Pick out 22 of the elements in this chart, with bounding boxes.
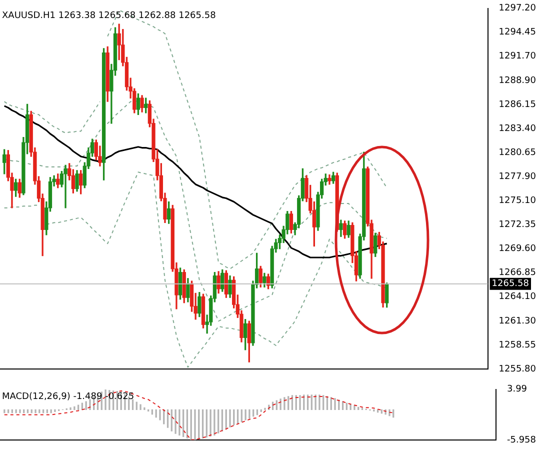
- y-tick-label: 1275.10: [498, 196, 536, 206]
- y-tick-label: 1277.90: [498, 172, 536, 182]
- y-tick-label: 3.99: [506, 384, 528, 395]
- y-tick-label: 1286.15: [498, 100, 536, 110]
- y-tick-label: 1297.20: [498, 4, 536, 14]
- y-tick-label: 1294.45: [498, 28, 536, 38]
- y-tick-label: 1261.30: [498, 316, 536, 326]
- y-tick-label: 1269.60: [498, 244, 536, 254]
- y-tick-label: 1280.65: [498, 148, 536, 158]
- y-tick-label: -5.958: [506, 435, 536, 446]
- y-tick-label: 1258.55: [498, 340, 536, 350]
- y-tick-label: 1264.10: [498, 292, 536, 302]
- chart-title: XAUUSD.H1 1263.38 1265.68 1262.88 1265.58: [2, 11, 216, 22]
- y-tick-label: 1283.40: [498, 124, 536, 134]
- y-tick-label: 1272.35: [498, 220, 536, 230]
- y-tick-label: 1291.70: [498, 52, 536, 62]
- chart-title: MACD(12,26,9) -1.489 -0.625: [2, 392, 134, 402]
- y-tick-label: 1266.85: [498, 268, 536, 278]
- y-tick-label: 1288.90: [498, 76, 536, 86]
- ref-line-label: 1265.58: [492, 279, 530, 290]
- y-tick-label: 1255.80: [498, 364, 536, 374]
- line-series: [4, 390, 394, 440]
